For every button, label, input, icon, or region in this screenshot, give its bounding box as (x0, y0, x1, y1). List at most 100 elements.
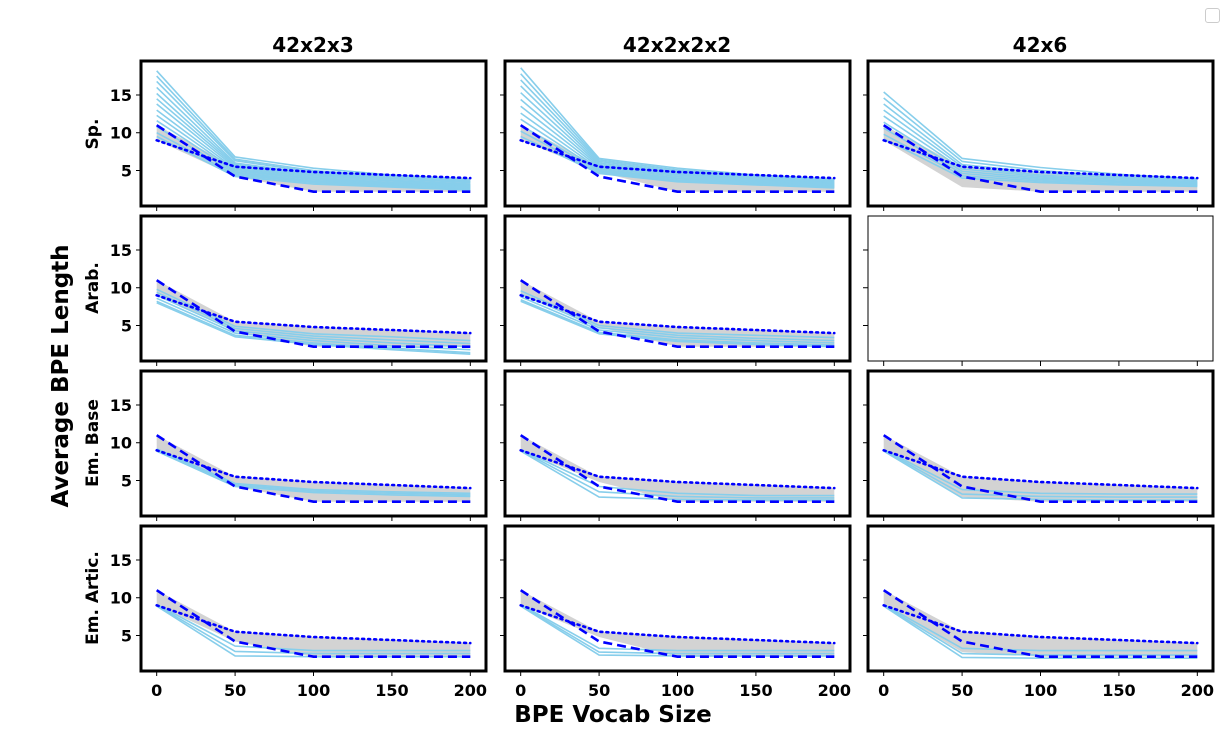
series-line (156, 135, 471, 191)
series-line (156, 603, 471, 652)
y-tick-label: 5 (121, 472, 132, 491)
reference-line-dotted (155, 448, 472, 490)
x-tick-label: 100 (1024, 681, 1057, 700)
column-title: 42x6 (1013, 33, 1068, 57)
reference-line-dotted (155, 293, 472, 335)
series-line (520, 448, 835, 497)
x-tick-label: 0 (151, 681, 162, 700)
series-line (883, 109, 1198, 184)
y-tick-label: 10 (110, 124, 132, 143)
reference-line-dotted (882, 448, 1199, 490)
series-line (520, 299, 835, 346)
subplot-panel (863, 59, 1215, 211)
subplot-panel: 5 10 15 (110, 214, 488, 366)
y-tick-label: 10 (110, 589, 132, 608)
series-line (883, 448, 1198, 495)
x-tick-label: 0 (515, 681, 526, 700)
row-label: Sp. (83, 119, 103, 150)
plot-area (868, 216, 1213, 361)
x-axis-label: BPE Vocab Size (514, 702, 712, 728)
series-line (156, 294, 471, 348)
data-layer (519, 279, 836, 349)
y-tick-label: 15 (110, 396, 132, 415)
x-tick-label: 200 (454, 681, 487, 700)
y-tick-label: 10 (110, 279, 132, 298)
x-tick-label: 50 (951, 681, 973, 700)
data-layer (519, 589, 836, 659)
subplot-panel (863, 215, 1214, 366)
panel-frame (503, 369, 852, 518)
series-line (520, 604, 835, 655)
reference-line-dotted (882, 139, 1199, 180)
series-line (883, 604, 1198, 656)
series-line (883, 603, 1198, 652)
subplot-panel: 0 50 100 150 200 5 10 15 (110, 524, 488, 700)
legend-box (1205, 8, 1220, 23)
reference-line-dashed (519, 434, 835, 504)
panel-frame (503, 524, 852, 673)
reference-line-dotted (519, 603, 836, 645)
series-line (883, 97, 1198, 182)
x-tick-label: 50 (224, 681, 246, 700)
x-tick-label: 150 (375, 681, 408, 700)
subplot-panel: 5 10 15 (110, 369, 488, 521)
subplot-panel (500, 59, 852, 211)
y-tick-label: 15 (110, 86, 132, 105)
series-line (156, 449, 471, 496)
y-tick-label: 5 (121, 162, 132, 181)
panel-frame (866, 59, 1215, 208)
panel-frame (503, 214, 852, 363)
series-line (883, 449, 1198, 498)
series-line (883, 605, 1198, 660)
series-line (520, 135, 835, 189)
reference-line-dashed (155, 124, 471, 193)
x-tick-label: 200 (818, 681, 851, 700)
y-tick-label: 15 (110, 241, 132, 260)
series-line (156, 297, 471, 351)
y-tick-label: 15 (110, 551, 132, 570)
subplot-panel: 0 50 100 150 200 (500, 524, 852, 700)
y-tick-label: 5 (121, 317, 132, 336)
series-line (156, 448, 471, 495)
panel-frame (503, 59, 852, 208)
series-line (156, 450, 471, 498)
data-layer (155, 70, 472, 193)
column-titles: 42x2x3 42x2x2x2 42x6 (272, 33, 1067, 57)
series-line (156, 291, 471, 345)
x-tick-label: 100 (661, 681, 694, 700)
y-tick-label: 10 (110, 434, 132, 453)
reference-line-dotted (882, 603, 1199, 645)
subplot-panel (500, 369, 852, 521)
panel-frame (139, 214, 488, 363)
subplot-panel (863, 369, 1215, 521)
reference-line-dashed (519, 279, 835, 349)
subplot-panel: 0 50 100 150 200 (863, 524, 1215, 700)
reference-line-dotted (519, 139, 836, 180)
data-layer (882, 434, 1199, 504)
data-layer (155, 434, 472, 504)
series-line (520, 293, 835, 342)
reference-line-dashed (519, 124, 835, 193)
series-line (156, 604, 471, 655)
series-line (520, 603, 835, 652)
series-line (520, 449, 835, 499)
panel-frame (867, 215, 1214, 362)
panel-frame (866, 524, 1215, 673)
series-line (883, 450, 1198, 501)
data-layer (882, 91, 1199, 193)
reference-line-dashed (519, 589, 835, 659)
subplot-panel: 5 10 15 (110, 59, 488, 211)
series-line (883, 138, 1198, 188)
x-tick-label: 150 (1102, 681, 1135, 700)
reference-line-dashed (155, 279, 471, 349)
reference-line-dashed (882, 589, 1198, 659)
series-line (156, 300, 471, 354)
x-tick-label: 200 (1181, 681, 1214, 700)
panel-frame (866, 369, 1215, 518)
data-layer (155, 589, 472, 659)
data-layer (519, 434, 836, 504)
panel-frame (139, 524, 488, 673)
data-layer (882, 589, 1199, 660)
